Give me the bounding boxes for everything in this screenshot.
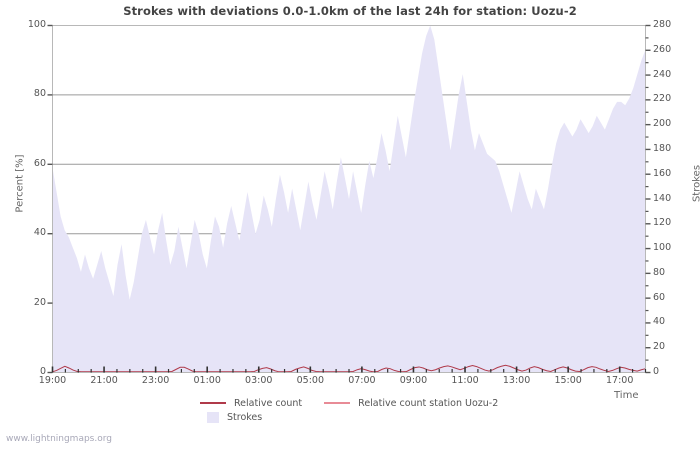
y-tick-left-100: 100	[27, 19, 46, 30]
y-tick-right-180: 180	[653, 142, 672, 154]
y-tick-right-280: 280	[653, 19, 672, 30]
x-tick-1100: 11:00	[451, 375, 479, 386]
x-tick-0700: 07:00	[348, 375, 376, 386]
y-tick-right-60: 60	[653, 291, 666, 303]
x-tick-1900: 19:00	[38, 375, 67, 386]
y-axis-label-right: Strokes	[691, 164, 700, 203]
x-tick-0500: 05:00	[296, 375, 324, 386]
y-tick-right-220: 220	[653, 93, 672, 105]
x-tick-2300: 23:00	[141, 375, 170, 386]
x-tick-2100: 21:00	[90, 375, 118, 386]
x-tick-1300: 13:00	[502, 375, 531, 386]
legend-row-2: Strokes	[200, 410, 520, 424]
legend-row-1: Relative count Relative count station Uo…	[200, 396, 520, 410]
legend-label-relative-count: Relative count	[234, 397, 303, 409]
y-tick-right-140: 140	[653, 192, 672, 204]
y-tick-right-100: 100	[653, 242, 672, 254]
legend-line-swatch-relative-count-station	[324, 402, 351, 404]
legend-label-relative-count-station: Relative count station Uozu-2	[358, 397, 499, 409]
page-title: Strokes with deviations 0.0-1.0km of the…	[123, 4, 577, 18]
x-axis-label: Time	[614, 390, 639, 401]
y-tick-right-240: 240	[653, 68, 672, 80]
legend-line-swatch-relative-count	[200, 402, 226, 404]
y-tick-right-160: 160	[653, 167, 672, 179]
y-tick-left-40: 40	[33, 227, 46, 239]
y-tick-left-0: 0	[39, 366, 46, 377]
x-tick-0100: 01:00	[193, 375, 221, 386]
x-tick-1500: 15:00	[554, 375, 582, 386]
legend-item-relative-count-station: Relative count station Uozu-2	[324, 398, 498, 409]
legend-area-swatch-strokes	[207, 411, 219, 423]
legend-item-relative-count: Relative count	[200, 398, 302, 409]
y-tick-right-20: 20	[653, 341, 666, 353]
x-tick-0300: 03:00	[245, 375, 273, 386]
x-tick-1700: 17:00	[606, 375, 634, 386]
chart-legend: Relative count Relative count station Uo…	[200, 396, 520, 424]
y-axis-label-left: Percent [%]	[14, 154, 26, 213]
y-tick-left-20: 20	[33, 296, 46, 308]
y-tick-right-0: 0	[653, 366, 660, 377]
y-tick-left-60: 60	[33, 157, 46, 169]
y-tick-right-40: 40	[653, 316, 666, 328]
y-tick-left-80: 80	[33, 88, 46, 100]
legend-label-strokes: Strokes	[227, 411, 263, 423]
y-tick-right-260: 260	[653, 43, 672, 55]
x-tick-0900: 09:00	[399, 375, 428, 386]
legend-item-strokes: Strokes	[200, 411, 263, 423]
footer-source: www.lightningmaps.org	[6, 434, 112, 444]
y-tick-right-200: 200	[653, 118, 672, 130]
y-tick-right-120: 120	[653, 217, 672, 229]
y-tick-right-80: 80	[653, 266, 666, 278]
